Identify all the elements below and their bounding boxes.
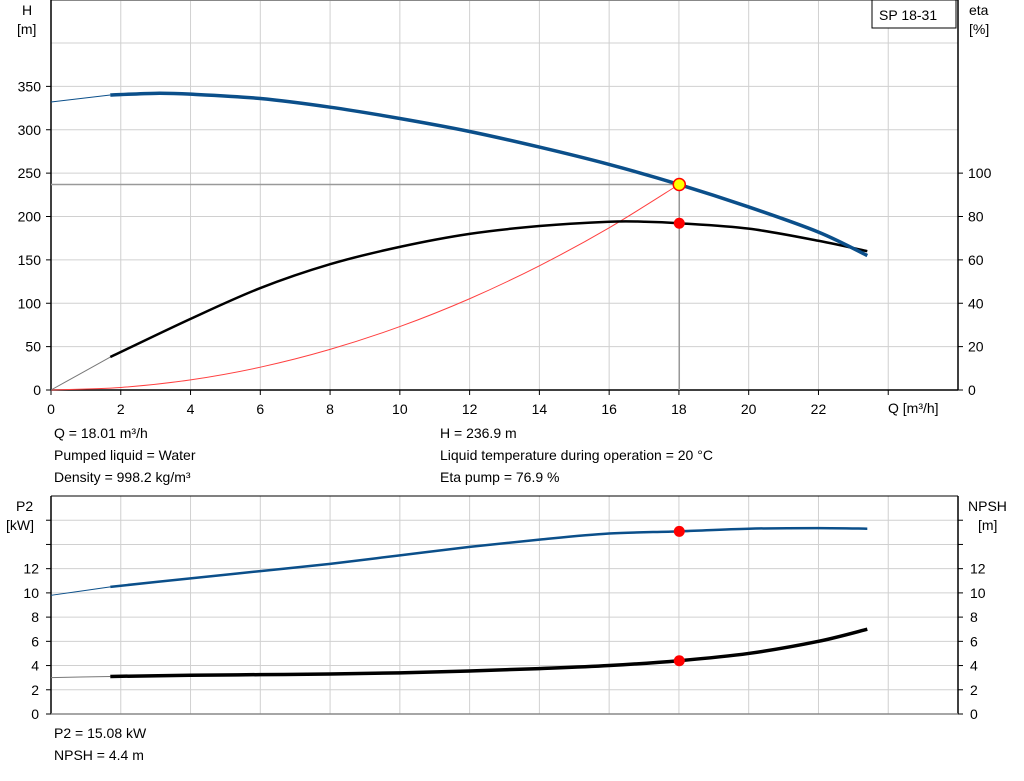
p2-tick-label: 4: [31, 658, 39, 674]
eta-tick-label: 100: [968, 165, 992, 181]
p2-tick-label: 6: [31, 633, 39, 649]
model-label-box: [871, 0, 957, 29]
info-eta: Eta pump = 76.9 %: [440, 469, 559, 485]
model-label: SP 18-31: [879, 7, 937, 23]
q-tick-label: 8: [326, 401, 334, 417]
eta-tick-label: 20: [968, 339, 984, 355]
npsh-tick-label: 4: [970, 658, 978, 674]
p2-duty-marker: [673, 525, 685, 537]
q-tick-label: 22: [811, 401, 827, 417]
info-npsh: NPSH = 4.4 m: [54, 747, 144, 763]
h-tick-label: 250: [18, 165, 42, 181]
p2-axis-label: P2: [16, 498, 33, 514]
npsh-tick-label: 6: [970, 633, 978, 649]
npsh-tick-label: 2: [970, 682, 978, 698]
eta-tick-label: 80: [968, 209, 984, 225]
h-axis-label: H: [22, 2, 32, 18]
npsh-tick-label: 10: [970, 585, 986, 601]
eta-tick-label: 40: [968, 295, 984, 311]
p2-tick-label: 0: [31, 706, 39, 722]
chart-marks: [50, 91, 869, 679]
info-liquid: Pumped liquid = Water: [54, 447, 196, 463]
eta-curve-extrapolated: [50, 356, 111, 391]
info-temperature: Liquid temperature during operation = 20…: [440, 447, 713, 463]
npsh-tick-label: 8: [970, 609, 978, 625]
h-tick-label: 50: [25, 339, 41, 355]
h-tick-label: 150: [18, 252, 42, 268]
q-tick-label: 12: [462, 401, 478, 417]
q-tick-label: 6: [256, 401, 264, 417]
eta-duty-marker: [673, 217, 685, 229]
q-tick-label: 14: [532, 401, 548, 417]
npsh-axis-unit: [m]: [978, 517, 997, 533]
q-tick-label: 20: [741, 401, 757, 417]
q-tick-label: 16: [601, 401, 617, 417]
eta-axis-label: eta: [969, 2, 989, 18]
eta-tick-label: 0: [968, 382, 976, 398]
eta-curve: [109, 220, 868, 359]
h-tick-label: 300: [18, 122, 42, 138]
npsh-duty-marker: [673, 655, 685, 667]
q-axis-label: Q [m³/h]: [888, 400, 939, 416]
h-tick-label: 0: [33, 382, 41, 398]
q-tick-label: 2: [117, 401, 125, 417]
h-tick-label: 200: [18, 209, 42, 225]
q-tick-label: 18: [671, 401, 687, 417]
head-curve: [110, 91, 869, 258]
npsh-tick-label: 12: [970, 561, 986, 577]
npsh-curve: [110, 627, 868, 679]
q-tick-label: 0: [47, 401, 55, 417]
info-h: H = 236.9 m: [440, 425, 517, 441]
npsh-curve-extrapolated: [50, 675, 111, 679]
q-tick-label: 4: [187, 401, 195, 417]
p2-axis-unit: [kW]: [6, 517, 34, 533]
info-p2: P2 = 15.08 kW: [54, 725, 147, 741]
p2-curve-extrapolated: [50, 586, 111, 596]
p2-tick-label: 8: [31, 609, 39, 625]
npsh-tick-label: 0: [970, 706, 978, 722]
eta-axis-unit: [%]: [969, 21, 989, 37]
top-grid: 0 50 100 150 200 250 300 350 0 20 40 60 80 100 0 2 4 6 8 10…: [18, 0, 992, 417]
info-q: Q = 18.01 m³/h: [54, 425, 148, 441]
npsh-axis-label: NPSH: [968, 498, 1007, 514]
p2-tick-label: 12: [23, 561, 39, 577]
p2-curve: [110, 526, 868, 589]
h-tick-label: 350: [18, 78, 42, 94]
h-axis-unit: [m]: [17, 21, 36, 37]
eta-tick-label: 60: [968, 252, 984, 268]
system-curve: [50, 184, 680, 391]
bottom-grid: 0 2 4 6 8 10 12 0 2 4 6 8 10 12: [23, 495, 986, 722]
q-tick-label: 10: [392, 401, 408, 417]
head-curve-extrapolated: [50, 94, 111, 103]
info-density: Density = 998.2 kg/m³: [54, 469, 191, 485]
h-tick-label: 100: [18, 295, 42, 311]
head-duty-marker: [672, 177, 687, 192]
p2-tick-label: 10: [23, 585, 39, 601]
p2-tick-label: 2: [31, 682, 39, 698]
